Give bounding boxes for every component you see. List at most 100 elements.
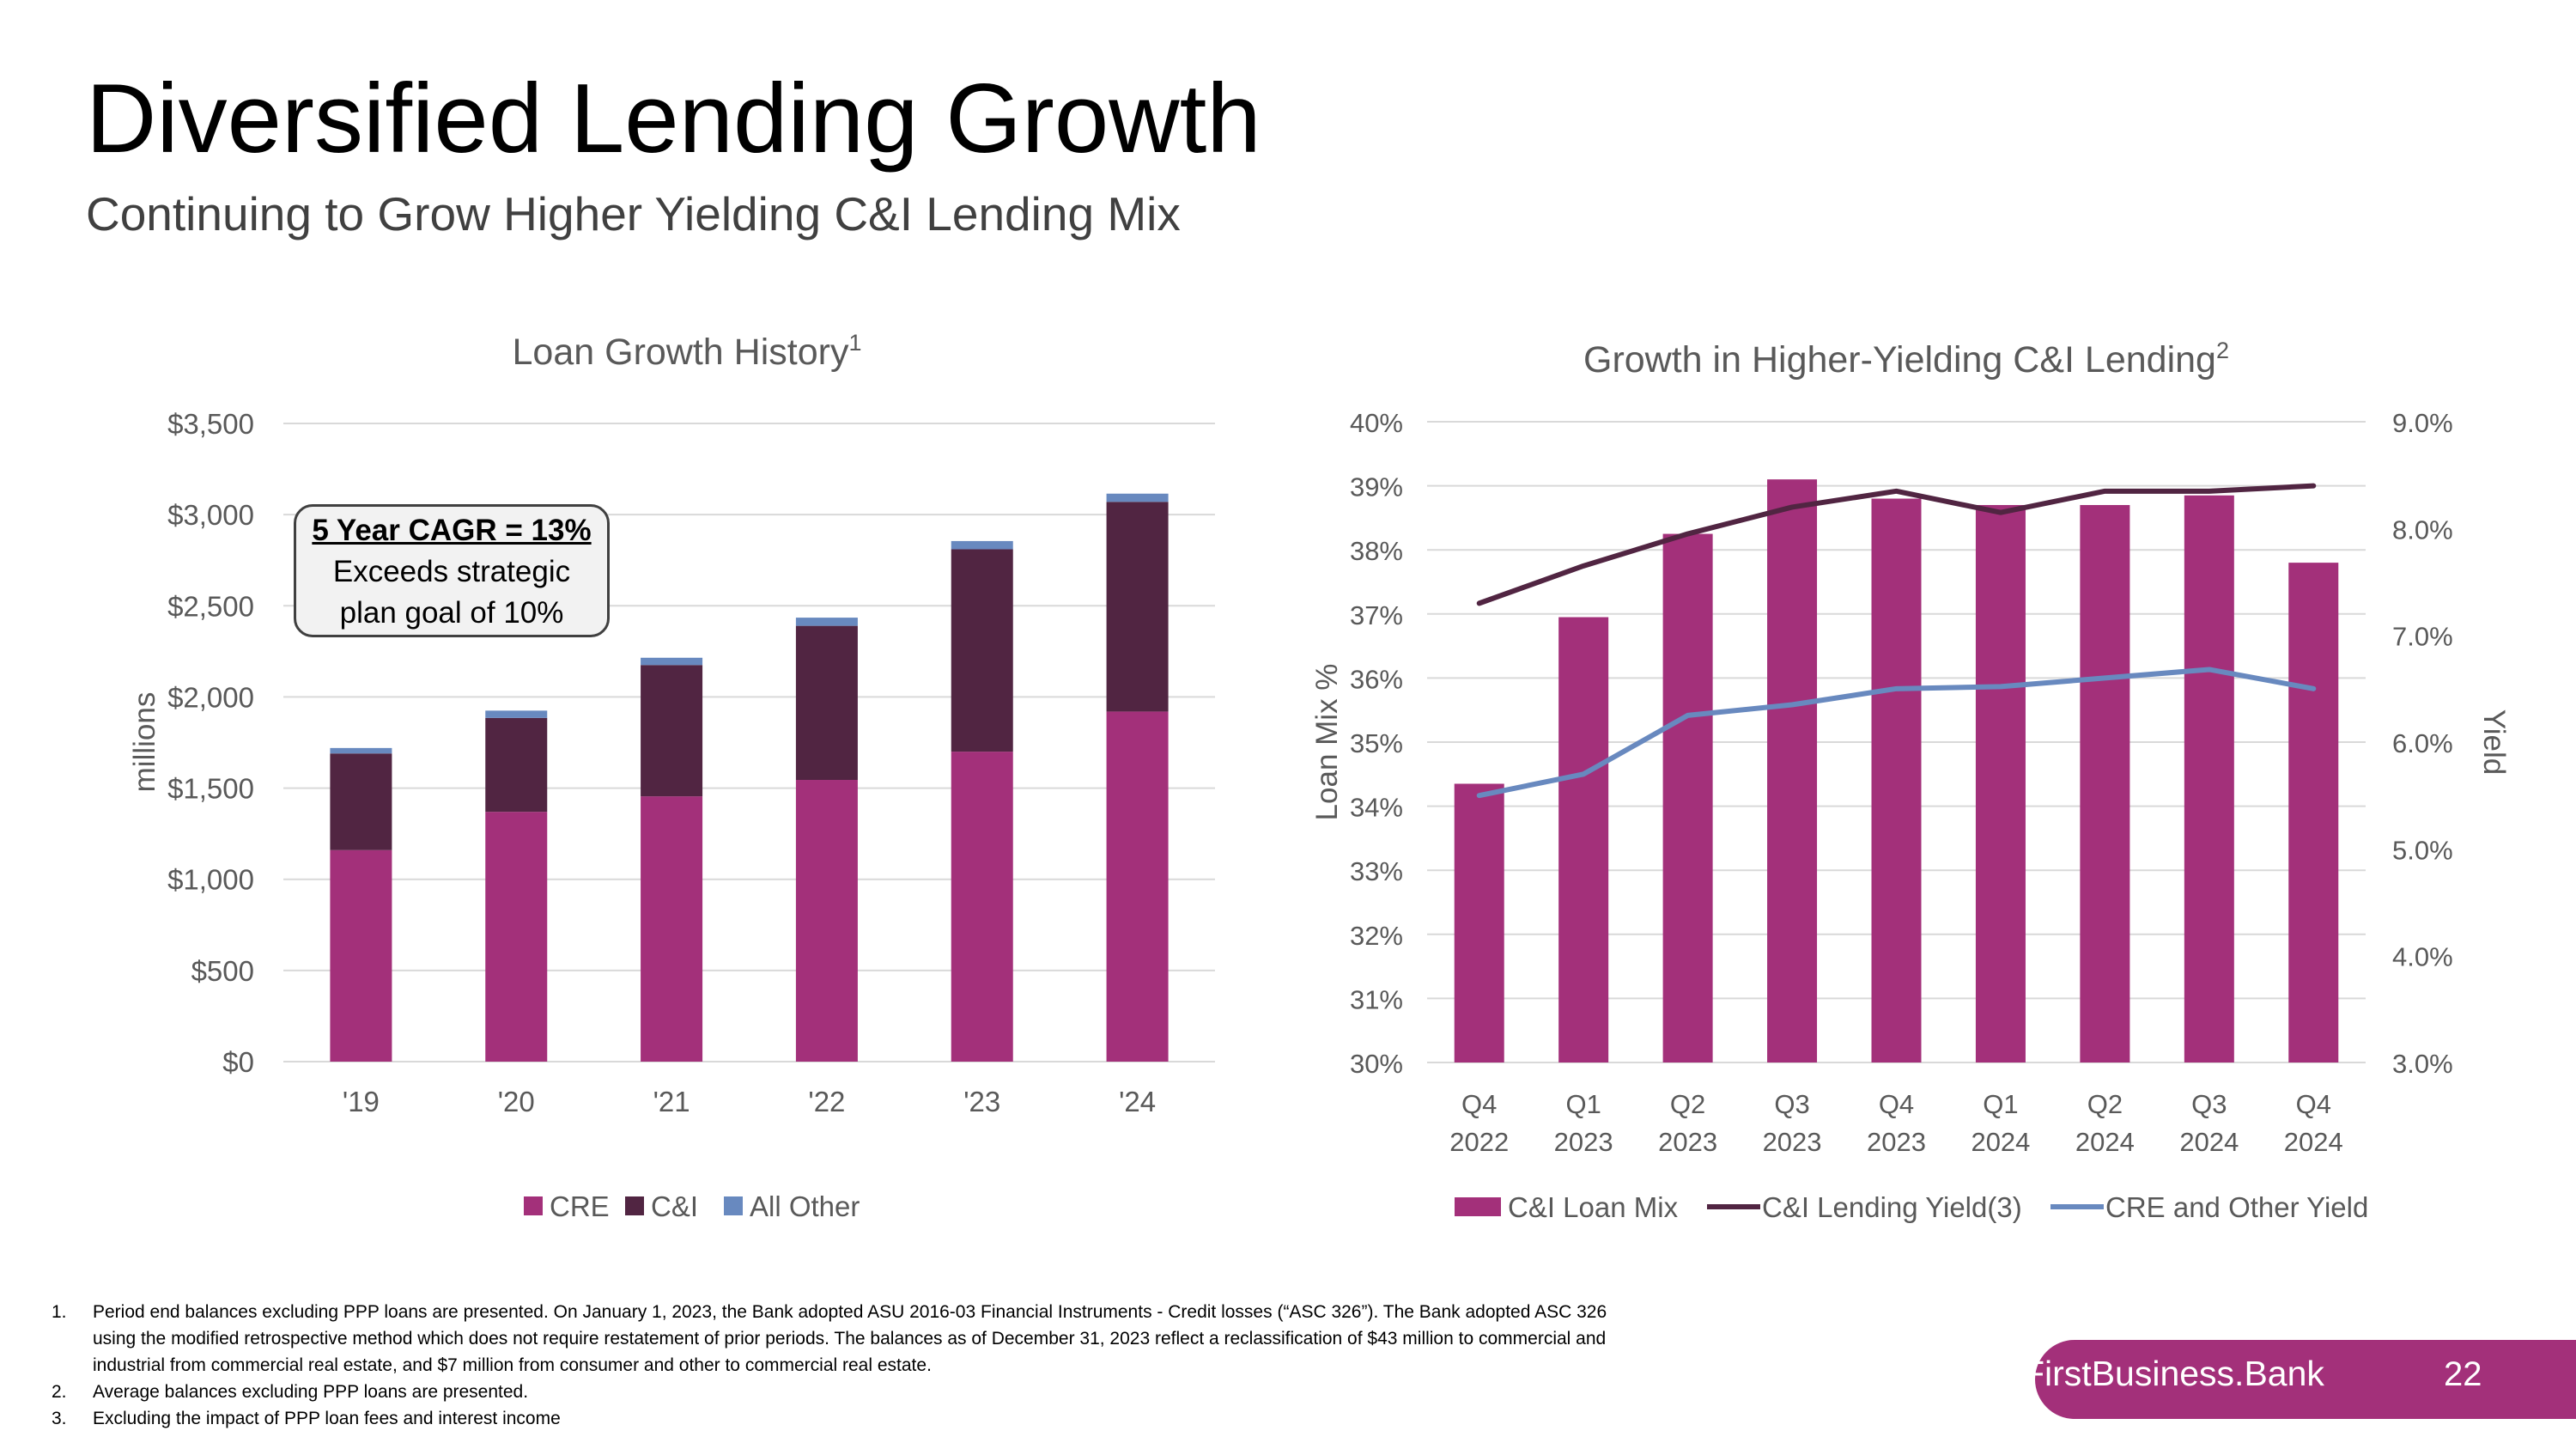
chart-title-superscript: 2 — [2216, 338, 2229, 363]
x-tick-label: 2024 — [2179, 1127, 2239, 1157]
x-tick-label: 2024 — [2284, 1127, 2343, 1157]
y-tick-label: 36% — [1350, 664, 1403, 694]
footnote-number: 1. — [52, 1302, 67, 1322]
legend-label: C&I — [651, 1190, 698, 1222]
x-tick-label: 2024 — [1971, 1127, 2030, 1157]
bar-other — [951, 540, 1013, 550]
bar-ci-loan-mix — [2288, 563, 2339, 1062]
y2-tick-label: 9.0% — [2392, 408, 2453, 438]
cagr-callout: 5 Year CAGR = 13% Exceeds strategic plan… — [294, 504, 610, 637]
bar-ci-loan-mix — [1454, 783, 1504, 1062]
y-tick-label: $500 — [191, 955, 254, 987]
footnote-3: 3. Excluding the impact of PPP loan fees… — [52, 1405, 1631, 1432]
y-tick-label: 31% — [1350, 984, 1403, 1014]
y2-tick-label: 8.0% — [2392, 514, 2453, 545]
y2-tick-label: 4.0% — [2392, 942, 2453, 972]
x-tick-label: '19 — [343, 1086, 380, 1117]
brand-banner — [2035, 1340, 2576, 1419]
callout-headline: 5 Year CAGR = 13% — [312, 514, 592, 547]
legend-swatch — [524, 1196, 543, 1215]
footnote-2: 2. Average balances excluding PPP loans … — [52, 1379, 1631, 1405]
y-tick-label: 40% — [1350, 408, 1403, 438]
chart-title-text: Loan Growth History — [513, 332, 849, 373]
y-tick-label: 35% — [1350, 728, 1403, 758]
x-tick-label: Q2 — [2087, 1089, 2123, 1119]
loan-growth-chart: Loan Growth History1 $0 $500 $1,000 $1,500 $2… — [128, 330, 1215, 1222]
y2-tick-label: 6.0% — [2392, 728, 2453, 758]
legend-label: CRE — [550, 1190, 610, 1222]
x-tick-label: '23 — [963, 1086, 1000, 1117]
line-cre-other-yield — [1476, 667, 2317, 799]
y-tick-label: 33% — [1350, 856, 1403, 886]
x-tick-label: 2023 — [1554, 1127, 1613, 1157]
footnote-text: Average balances excluding PPP loans are… — [93, 1382, 529, 1402]
x-tick-label: '20 — [498, 1086, 535, 1117]
bar-other — [1106, 493, 1169, 502]
x-tick-label: 2022 — [1449, 1127, 1509, 1157]
bar-cre — [330, 849, 392, 1062]
bar-ci — [641, 665, 703, 797]
y-tick-label: $1,000 — [167, 864, 254, 896]
chart-title-text: Growth in Higher-Yielding C&I Lending — [1583, 339, 2216, 381]
callout-line-2: plan goal of 10% — [339, 596, 564, 630]
bar-other — [795, 618, 858, 626]
x-tick-label: '24 — [1119, 1086, 1156, 1117]
bar-other — [641, 657, 703, 666]
y-tick-label: $3,500 — [167, 408, 254, 440]
y-tick-label: 38% — [1350, 536, 1403, 566]
x-tick-label: '22 — [808, 1086, 845, 1117]
x-tick-label: '21 — [653, 1086, 690, 1117]
bar-ci-loan-mix — [1662, 533, 1713, 1062]
y-axis-label: Loan Mix % — [1310, 664, 1344, 821]
chart-title: Growth in Higher-Yielding C&I Lending2 — [1583, 338, 2229, 381]
x-tick-label: Q1 — [1565, 1089, 1601, 1119]
bar-cre — [1106, 711, 1169, 1062]
x-tick-label: Q3 — [1774, 1089, 1809, 1119]
bar-ci-loan-mix — [1975, 504, 2026, 1062]
x-tick-label: Q2 — [1670, 1089, 1705, 1119]
x-tick-label: 2023 — [1867, 1127, 1926, 1157]
y-tick-label: $2,500 — [167, 590, 254, 622]
bar-other — [485, 710, 548, 718]
footnote-number: 2. — [52, 1382, 67, 1402]
x-tick-label: Q4 — [1461, 1089, 1497, 1119]
footnote-1: 1. Period end balances excluding PPP loa… — [52, 1299, 1631, 1379]
chart-title-superscript: 1 — [848, 330, 861, 356]
y-tick-label: 37% — [1350, 600, 1403, 630]
y2-tick-label: 5.0% — [2392, 835, 2453, 865]
page-number: 22 — [2444, 1355, 2482, 1393]
x-tick-label: Q3 — [2191, 1089, 2227, 1119]
footnotes: 1. Period end balances excluding PPP loa… — [52, 1299, 1631, 1432]
bar-ci-loan-mix — [2080, 504, 2130, 1062]
y2-tick-label: 7.0% — [2392, 622, 2453, 652]
x-tick-label: Q4 — [2296, 1089, 2331, 1119]
bar-cre — [951, 752, 1013, 1062]
y-tick-label: 34% — [1350, 793, 1403, 823]
callout-line-1: Exceeds strategic — [332, 555, 571, 588]
legend-label: CRE and Other Yield — [2105, 1191, 2368, 1223]
slide-subtitle: Continuing to Grow Higher Yielding C&I L… — [86, 187, 1181, 240]
x-tick-label: 2023 — [1658, 1127, 1717, 1157]
y2-axis-label: Yield — [2477, 709, 2511, 776]
bar-ci — [795, 625, 858, 781]
y-tick-label: 30% — [1350, 1049, 1403, 1079]
bar-ci-loan-mix — [1871, 498, 1922, 1062]
legend-swatch — [1455, 1197, 1501, 1216]
legend-label: C&I Loan Mix — [1508, 1191, 1679, 1223]
legend-label: All Other — [750, 1190, 860, 1222]
bar-ci — [330, 753, 392, 850]
chart-title: Loan Growth History1 — [513, 330, 862, 373]
x-tick-label: Q1 — [1983, 1089, 2018, 1119]
bar-ci-loan-mix — [1767, 479, 1818, 1062]
x-tick-label: Q4 — [1879, 1089, 1914, 1119]
y-tick-label: $2,000 — [167, 681, 254, 713]
y-tick-label: $3,000 — [167, 499, 254, 531]
brand-logo-text: FirstBusiness.Bank — [2023, 1354, 2324, 1393]
x-tick-label: 2024 — [2075, 1127, 2135, 1157]
y-tick-label: 39% — [1350, 472, 1403, 502]
slide-title: Diversified Lending Growth — [86, 64, 1261, 174]
bar-cre — [485, 812, 548, 1062]
y-tick-label: 32% — [1350, 921, 1403, 951]
footnote-text: Excluding the impact of PPP loan fees an… — [93, 1409, 561, 1428]
x-tick-label: 2023 — [1763, 1127, 1822, 1157]
